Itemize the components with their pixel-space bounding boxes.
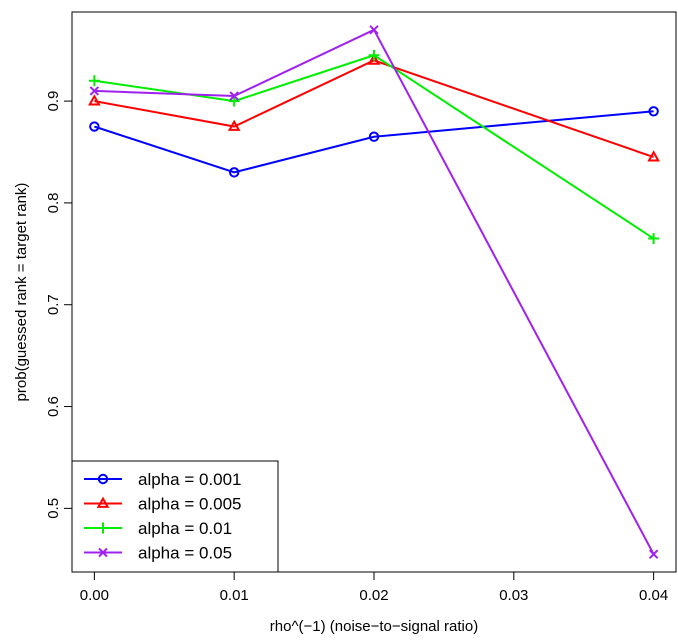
series-3 (89, 25, 659, 559)
data-point (229, 91, 239, 101)
series-line (94, 28, 655, 555)
series-layer (88, 25, 660, 559)
x-tick-label: 0.03 (499, 587, 528, 604)
y-tick-label: 0.5 (45, 498, 62, 519)
data-point (648, 233, 660, 245)
y-tick-label: 0.9 (45, 91, 62, 112)
data-point (647, 150, 660, 162)
x-tick-label: 0.01 (220, 587, 249, 604)
y-tick-label: 0.6 (45, 396, 62, 417)
data-point (648, 549, 659, 559)
data-point (88, 94, 101, 106)
data-point (648, 106, 659, 117)
x-tick-label: 0.02 (359, 587, 388, 604)
data-point (368, 131, 380, 142)
series-1 (88, 53, 660, 162)
data-point (368, 49, 380, 61)
data-point (228, 95, 240, 107)
series-line (94, 54, 655, 240)
y-axis: 0.5 0.6 0.7 0.8 0.9 (45, 91, 73, 519)
series-2 (88, 49, 660, 245)
series-0 (89, 106, 659, 178)
legend-label: alpha = 0.001 (138, 470, 242, 489)
data-point (367, 53, 381, 65)
legend: alpha = 0.001 alpha = 0.005 alpha = 0.01 al… (71, 460, 279, 573)
data-point (88, 75, 100, 87)
y-tick-label: 0.7 (45, 294, 62, 315)
y-axis-label: prob(guessed rank = target rank) (13, 183, 30, 402)
legend-label: alpha = 0.05 (138, 544, 232, 563)
x-axis: 0.00 0.01 0.02 0.03 0.04 (80, 571, 668, 604)
y-tick-label: 0.8 (45, 192, 62, 213)
legend-label: alpha = 0.005 (138, 495, 242, 514)
legend-label: alpha = 0.01 (138, 519, 232, 538)
x-tick-label: 0.00 (80, 587, 109, 604)
series-line (94, 59, 654, 159)
legend-marker (97, 473, 109, 485)
x-axis-label: rho^(−1) (noise−to−signal ratio) (270, 618, 478, 635)
legend-marker (96, 496, 110, 508)
data-point (89, 86, 100, 96)
legend-marker (98, 547, 108, 558)
x-tick-label: 0.04 (639, 587, 668, 604)
data-point (89, 121, 100, 132)
series-line (94, 110, 654, 174)
legend-marker (97, 522, 109, 534)
data-point (369, 25, 379, 35)
data-point (228, 167, 240, 178)
data-point (227, 119, 241, 131)
